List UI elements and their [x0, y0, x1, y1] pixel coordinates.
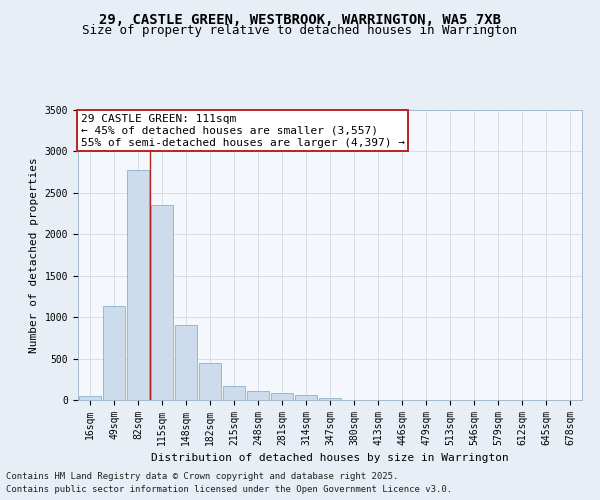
Text: Size of property relative to detached houses in Warrington: Size of property relative to detached ho…: [83, 24, 517, 37]
Bar: [103, 306, 125, 400]
Y-axis label: Number of detached properties: Number of detached properties: [29, 157, 39, 353]
Text: Contains HM Land Registry data © Crown copyright and database right 2025.: Contains HM Land Registry data © Crown c…: [6, 472, 398, 481]
Bar: [151, 206, 173, 400]
Bar: [271, 392, 293, 400]
X-axis label: Distribution of detached houses by size in Warrington: Distribution of detached houses by size …: [151, 454, 509, 464]
Bar: [247, 391, 269, 400]
Bar: [199, 362, 221, 400]
Text: 29, CASTLE GREEN, WESTBROOK, WARRINGTON, WA5 7XB: 29, CASTLE GREEN, WESTBROOK, WARRINGTON,…: [99, 12, 501, 26]
Bar: [175, 326, 197, 400]
Bar: [127, 170, 149, 400]
Bar: [295, 395, 317, 400]
Bar: [223, 386, 245, 400]
Bar: [319, 398, 341, 400]
Bar: [79, 396, 101, 400]
Text: 29 CASTLE GREEN: 111sqm
← 45% of detached houses are smaller (3,557)
55% of semi: 29 CASTLE GREEN: 111sqm ← 45% of detache…: [80, 114, 404, 148]
Text: Contains public sector information licensed under the Open Government Licence v3: Contains public sector information licen…: [6, 485, 452, 494]
